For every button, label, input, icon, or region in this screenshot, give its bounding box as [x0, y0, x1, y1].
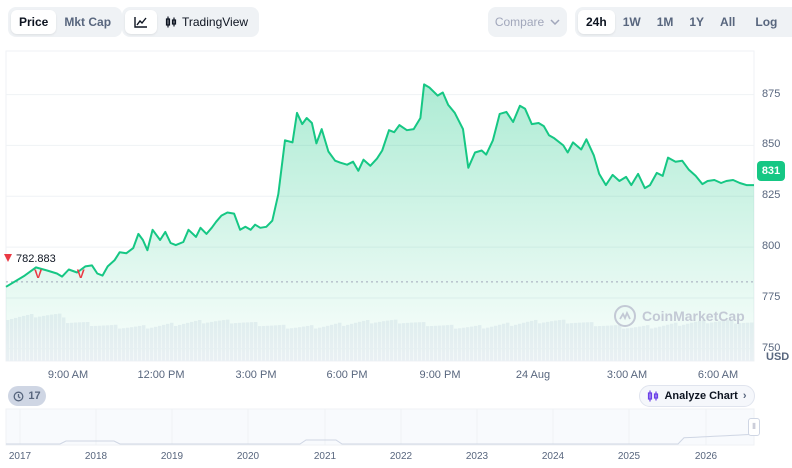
events-button[interactable]: 17 — [8, 386, 46, 406]
x-tick-label: 9:00 PM — [419, 369, 461, 381]
x-tick-label: 6:00 PM — [326, 369, 368, 381]
candlestick-icon — [648, 390, 659, 402]
analyze-chart-label: Analyze Chart — [664, 390, 738, 402]
range-24h[interactable]: 24h — [578, 10, 615, 34]
chart-type-toggle: Price Mkt Cap — [8, 7, 123, 37]
line-chart-button[interactable] — [125, 10, 157, 34]
x-tick-label: 3:00 PM — [235, 369, 277, 381]
navigator-year-label: 2018 — [84, 451, 108, 462]
analyze-chart-button[interactable]: Analyze Chart › — [639, 385, 755, 407]
navigator-year-label: 2025 — [617, 451, 641, 462]
chevron-down-icon — [550, 19, 560, 25]
y-tick-label: 825 — [762, 189, 781, 202]
x-tick-label: 9:00 AM — [47, 369, 89, 381]
candlestick-icon — [165, 16, 177, 28]
currency-label: USD — [766, 351, 790, 363]
x-tick-label: 12:00 PM — [137, 369, 185, 381]
coinmarketcap-logo — [614, 305, 636, 327]
navigator-year-label: 2019 — [160, 451, 184, 462]
navigator-year-label: 2026 — [694, 451, 718, 462]
compare-dropdown[interactable]: Compare — [488, 7, 567, 37]
reference-price-label: 782.883 — [14, 253, 58, 265]
price-marker: V — [77, 267, 85, 281]
reference-arrow-icon — [4, 254, 12, 262]
events-count: 17 — [28, 390, 41, 402]
time-navigator — [5, 408, 755, 446]
time-range-selector: 24h 1W 1M 1Y All Log — [575, 7, 792, 37]
chevron-right-icon: › — [742, 390, 747, 402]
tradingview-label: TradingView — [182, 15, 249, 29]
watermark-text: CoinMarketCap — [642, 308, 745, 324]
navigator-year-label: 2021 — [313, 451, 337, 462]
watermark: CoinMarketCap — [614, 305, 745, 327]
y-tick-label: 875 — [762, 87, 781, 100]
navigator-year-label: 2020 — [236, 451, 260, 462]
tab-mkt-cap[interactable]: Mkt Cap — [64, 15, 112, 29]
y-tick-label: 850 — [762, 138, 781, 151]
price-area — [6, 84, 754, 362]
price-marker: V — [34, 267, 42, 281]
x-tick-label: 24 Aug — [515, 369, 551, 381]
tradingview-button[interactable]: TradingView — [157, 10, 256, 34]
navigator-year-label: 2023 — [465, 451, 489, 462]
current-price-badge: 831 — [757, 161, 785, 181]
y-tick-label: 775 — [762, 290, 781, 303]
chart-mode-toggle: TradingView — [122, 7, 260, 37]
log-scale-button[interactable]: Log — [755, 15, 778, 29]
range-1w[interactable]: 1W — [622, 15, 641, 29]
range-all[interactable]: All — [720, 15, 736, 29]
x-tick-label: 3:00 AM — [606, 369, 648, 381]
navigator-year-label: 2022 — [389, 451, 413, 462]
line-chart-icon — [134, 17, 147, 28]
x-tick-label: 6:00 AM — [697, 369, 739, 381]
history-icon — [13, 391, 24, 401]
tab-price[interactable]: Price — [11, 10, 57, 34]
navigator-price-line — [6, 434, 751, 445]
grip-icon[interactable]: ⦀ — [748, 418, 760, 436]
compare-label: Compare — [494, 15, 545, 29]
y-tick-label: 800 — [762, 240, 781, 253]
navigator-year-label: 2024 — [541, 451, 565, 462]
price-line — [5, 83, 754, 288]
navigator-year-label: 2017 — [8, 451, 32, 462]
range-1y[interactable]: 1Y — [689, 15, 705, 29]
range-1m[interactable]: 1M — [656, 15, 674, 29]
chart-toolbar: Price Mkt Cap TradingView Compare 24h 1W… — [0, 7, 792, 37]
y-tick-label: 750 — [762, 341, 781, 354]
